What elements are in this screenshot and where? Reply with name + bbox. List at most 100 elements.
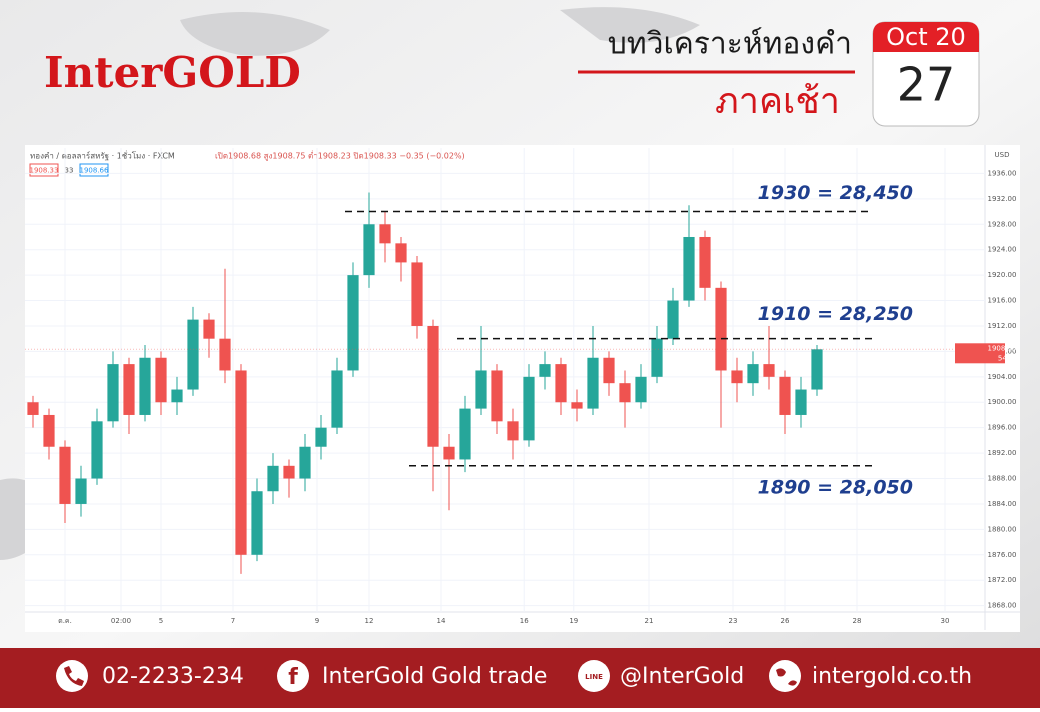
y-tick-label: 1896.00 xyxy=(988,424,1017,432)
candle-body xyxy=(59,446,71,504)
candle-body xyxy=(635,376,647,403)
y-tick-label: 1928.00 xyxy=(988,220,1017,228)
web-icon xyxy=(769,660,801,692)
y-tick-label: 1880.00 xyxy=(988,525,1017,533)
candle-body xyxy=(619,383,631,403)
candle-body xyxy=(443,446,455,460)
candle-body xyxy=(379,224,391,244)
web: intergold.co.th xyxy=(812,664,972,689)
candle-body xyxy=(571,402,583,409)
web-glyph xyxy=(776,668,797,686)
candle-body xyxy=(203,319,215,339)
x-tick-label: 02:00 xyxy=(111,617,131,625)
candle-body xyxy=(811,349,823,390)
candle-body xyxy=(459,408,471,460)
candle-body xyxy=(219,338,231,371)
y-tick-label: 1900.00 xyxy=(988,398,1017,406)
candle-body xyxy=(363,224,375,276)
line: @InterGold xyxy=(620,664,744,689)
candle-body xyxy=(395,243,407,263)
candle-body xyxy=(299,446,311,479)
candle-body xyxy=(523,376,535,441)
candle-body xyxy=(331,370,343,428)
candle-body xyxy=(795,389,807,415)
candle-body xyxy=(75,478,87,504)
candle-body xyxy=(539,364,551,377)
candle-body xyxy=(555,364,567,403)
candle-body xyxy=(587,357,599,409)
x-tick-label: 7 xyxy=(231,617,235,625)
phone-glyph xyxy=(64,666,84,686)
candle-body xyxy=(123,364,135,415)
candle-body xyxy=(91,421,103,479)
x-tick-label: 19 xyxy=(569,617,578,625)
facebook-icon xyxy=(277,660,309,692)
level-label: 1930 = 28,450 xyxy=(758,182,913,204)
plot: 1868.00 1872.00 1876.00 1880.00 1884.00 1888.… xyxy=(25,148,1018,625)
last-price-tag xyxy=(955,343,1005,364)
candle-body xyxy=(27,402,39,415)
headline-subtitle: ภาคเช้า xyxy=(715,81,840,122)
candle-body xyxy=(411,262,423,326)
x-tick-label: 30 xyxy=(941,617,950,625)
y-tick-label: 1924.00 xyxy=(988,246,1017,254)
candle-body xyxy=(139,357,151,415)
last-price-label: 1908.33 xyxy=(988,344,1017,352)
candle-body xyxy=(43,414,55,447)
headline-title: บทวิเคราะห์ทองคำ xyxy=(608,27,852,62)
candle-body xyxy=(283,465,295,479)
symbol: ทองคำ / ดอลลาร์สหรัฐ · 1ชั่วโมง · FXCM xyxy=(30,150,175,161)
candle-body xyxy=(107,364,119,422)
x-tick-label: ต.ค. xyxy=(58,617,72,625)
candle-body xyxy=(235,370,247,555)
y-tick-label: 1912.00 xyxy=(988,322,1017,330)
line-glyph: LINE xyxy=(585,673,603,681)
x-tick-label: 21 xyxy=(645,617,654,625)
ohlc: เปิด1908.68 สูง1908.75 ต่ำ1908.23 ปิด190… xyxy=(215,150,465,162)
candle-body xyxy=(315,427,327,447)
footer: 02-2233-234 f InterGold Gold trade LINE … xyxy=(56,660,972,692)
candle-body xyxy=(779,376,791,415)
x-tick-label: 5 xyxy=(159,617,163,625)
ask: 1908.66 xyxy=(80,167,109,175)
y-tick-label: 1888.00 xyxy=(988,475,1017,483)
countdown: 54:59 xyxy=(998,354,1018,362)
calendar-band xyxy=(873,22,979,52)
x-tick-label: 14 xyxy=(437,617,446,625)
y-tick-label: 1920.00 xyxy=(988,271,1017,279)
candle-body xyxy=(603,357,615,384)
line-icon xyxy=(578,660,610,692)
x-tick-label: 26 xyxy=(781,617,790,625)
spread: 33 xyxy=(65,167,74,175)
candle-body xyxy=(187,319,199,390)
chart-panel xyxy=(25,145,1020,632)
y-tick-label: 1872.00 xyxy=(988,576,1017,584)
calendar-month: Oct 20 xyxy=(886,23,966,51)
y-tick-label: 1884.00 xyxy=(988,500,1017,508)
phone: 02-2233-234 xyxy=(102,664,244,689)
calendar: Oct 20 27 xyxy=(872,21,980,127)
facebook-glyph: f xyxy=(288,665,298,690)
candle-body xyxy=(267,465,279,492)
candle-body xyxy=(699,236,711,288)
x-tick-label: 12 xyxy=(365,617,374,625)
candle-body xyxy=(667,300,679,339)
candle-body xyxy=(651,338,663,377)
y-tick-label: 1876.00 xyxy=(988,551,1017,559)
x-tick-label: 9 xyxy=(315,617,319,625)
x-tick-label: 16 xyxy=(520,617,529,625)
footer-bar xyxy=(0,648,1040,708)
facebook: InterGold Gold trade xyxy=(322,664,547,689)
candle-body xyxy=(507,421,519,441)
phone-icon xyxy=(56,660,88,692)
candle-body xyxy=(347,275,359,371)
bid: 1908.33 xyxy=(30,167,59,175)
y-tick-label: 1932.00 xyxy=(988,195,1017,203)
candle-body xyxy=(747,364,759,384)
x-tick-label: 28 xyxy=(853,617,862,625)
candle-body xyxy=(427,325,439,447)
y-tick-label: 1904.00 xyxy=(988,373,1017,381)
level-label: 1890 = 28,050 xyxy=(758,476,913,498)
candle-body xyxy=(715,287,727,371)
